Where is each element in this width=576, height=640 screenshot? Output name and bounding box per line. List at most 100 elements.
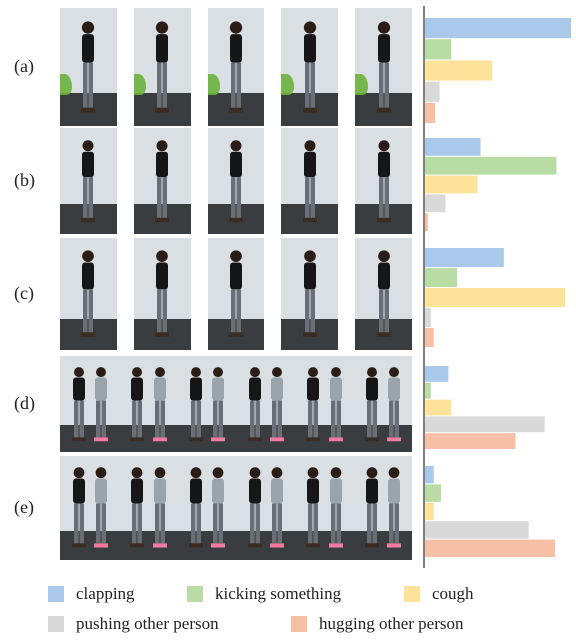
video-frame [207,238,265,350]
person-figure [71,467,86,548]
floor [294,530,354,560]
video-frame [118,356,178,452]
bar-pushing [425,194,446,213]
bar-clapping [425,248,504,267]
person-figure [71,366,86,441]
person-figure [152,366,167,441]
floor [353,425,412,452]
legend-label-kicking: kicking something [215,584,342,603]
legend: clapping kicking something cough pushing… [0,574,576,640]
green-chair [355,74,368,96]
floor [236,425,295,452]
person-figure [189,467,204,548]
legend-label-hugging: hugging other person [319,614,464,633]
green-chair [281,74,294,96]
bar-kicking [425,484,442,502]
bar-hugging [425,328,434,347]
person-figure [302,139,317,222]
person-figure [365,467,380,548]
video-frame [177,456,236,560]
green-chair [133,74,147,96]
video-frame [207,128,265,234]
video-frame [281,128,339,234]
video-frame [118,456,178,560]
video-frame [355,238,412,350]
person-figure [365,366,380,441]
person-figure [376,21,391,113]
row-label: (a) [14,56,34,76]
green-chair [60,74,73,96]
person-figure [211,366,226,441]
legend-swatch-clapping [48,586,64,602]
bar-clapping [425,18,571,39]
floor [294,425,354,452]
person-figure [81,139,96,222]
legend-swatch-hugging [291,616,307,632]
video-frame [133,238,191,350]
video-frame [60,238,117,350]
bar-kicking [425,156,557,175]
person-figure [130,467,145,548]
person-figure [387,366,402,441]
bar-hugging [425,539,555,557]
video-frame [355,128,412,234]
bar-hugging [425,102,436,123]
legend-label-pushing: pushing other person [76,614,219,633]
video-frame [133,8,191,126]
row-label: (e) [14,497,34,517]
person-figure [302,21,317,113]
green-chair [207,74,221,96]
bar-cough [425,399,452,416]
video-frame [177,356,236,452]
bar-kicking [425,39,452,60]
bar-hugging [425,433,516,449]
floor [118,425,178,452]
bar-clapping [425,466,434,484]
bar-cough [425,288,566,307]
floor [60,425,119,452]
row-label: (b) [14,170,35,190]
person-figure [247,366,262,441]
floor [118,530,178,560]
bar-cough [425,60,493,81]
person-figure [306,467,321,548]
person-figure [387,467,402,548]
bar-clapping [425,138,481,156]
bar-pushing [425,81,440,102]
person-figure [94,467,109,548]
row-label: (d) [14,393,35,413]
person-figure [270,467,285,548]
bar-pushing [425,416,545,433]
video-frame [60,8,117,126]
video-frame [60,128,117,234]
floor [60,530,119,560]
video-frame [207,8,265,126]
row-label: (c) [14,283,34,303]
legend-item-pushing: pushing other person [48,614,219,634]
legend-item-cough: cough [404,584,474,604]
person-figure [328,467,343,548]
video-frame [355,8,412,126]
bar-hugging [425,213,428,231]
person-figure [247,467,262,548]
bar-kicking [425,268,458,287]
person-figure [328,366,343,441]
person-figure [155,139,170,222]
legend-item-clapping: clapping [48,584,135,604]
video-frame [236,356,295,452]
video-frame [294,356,354,452]
bar-kicking [425,382,431,399]
person-figure [130,366,145,441]
score-bar-chart [423,6,571,568]
person-figure [228,139,243,222]
person-figure [306,366,321,441]
legend-label-clapping: clapping [76,584,135,603]
video-frame [353,356,412,452]
person-figure [211,467,226,548]
person-figure [302,250,317,337]
person-figure [376,139,391,222]
video-frame [60,456,119,560]
person-figure [155,250,170,337]
bar-pushing [425,521,529,539]
